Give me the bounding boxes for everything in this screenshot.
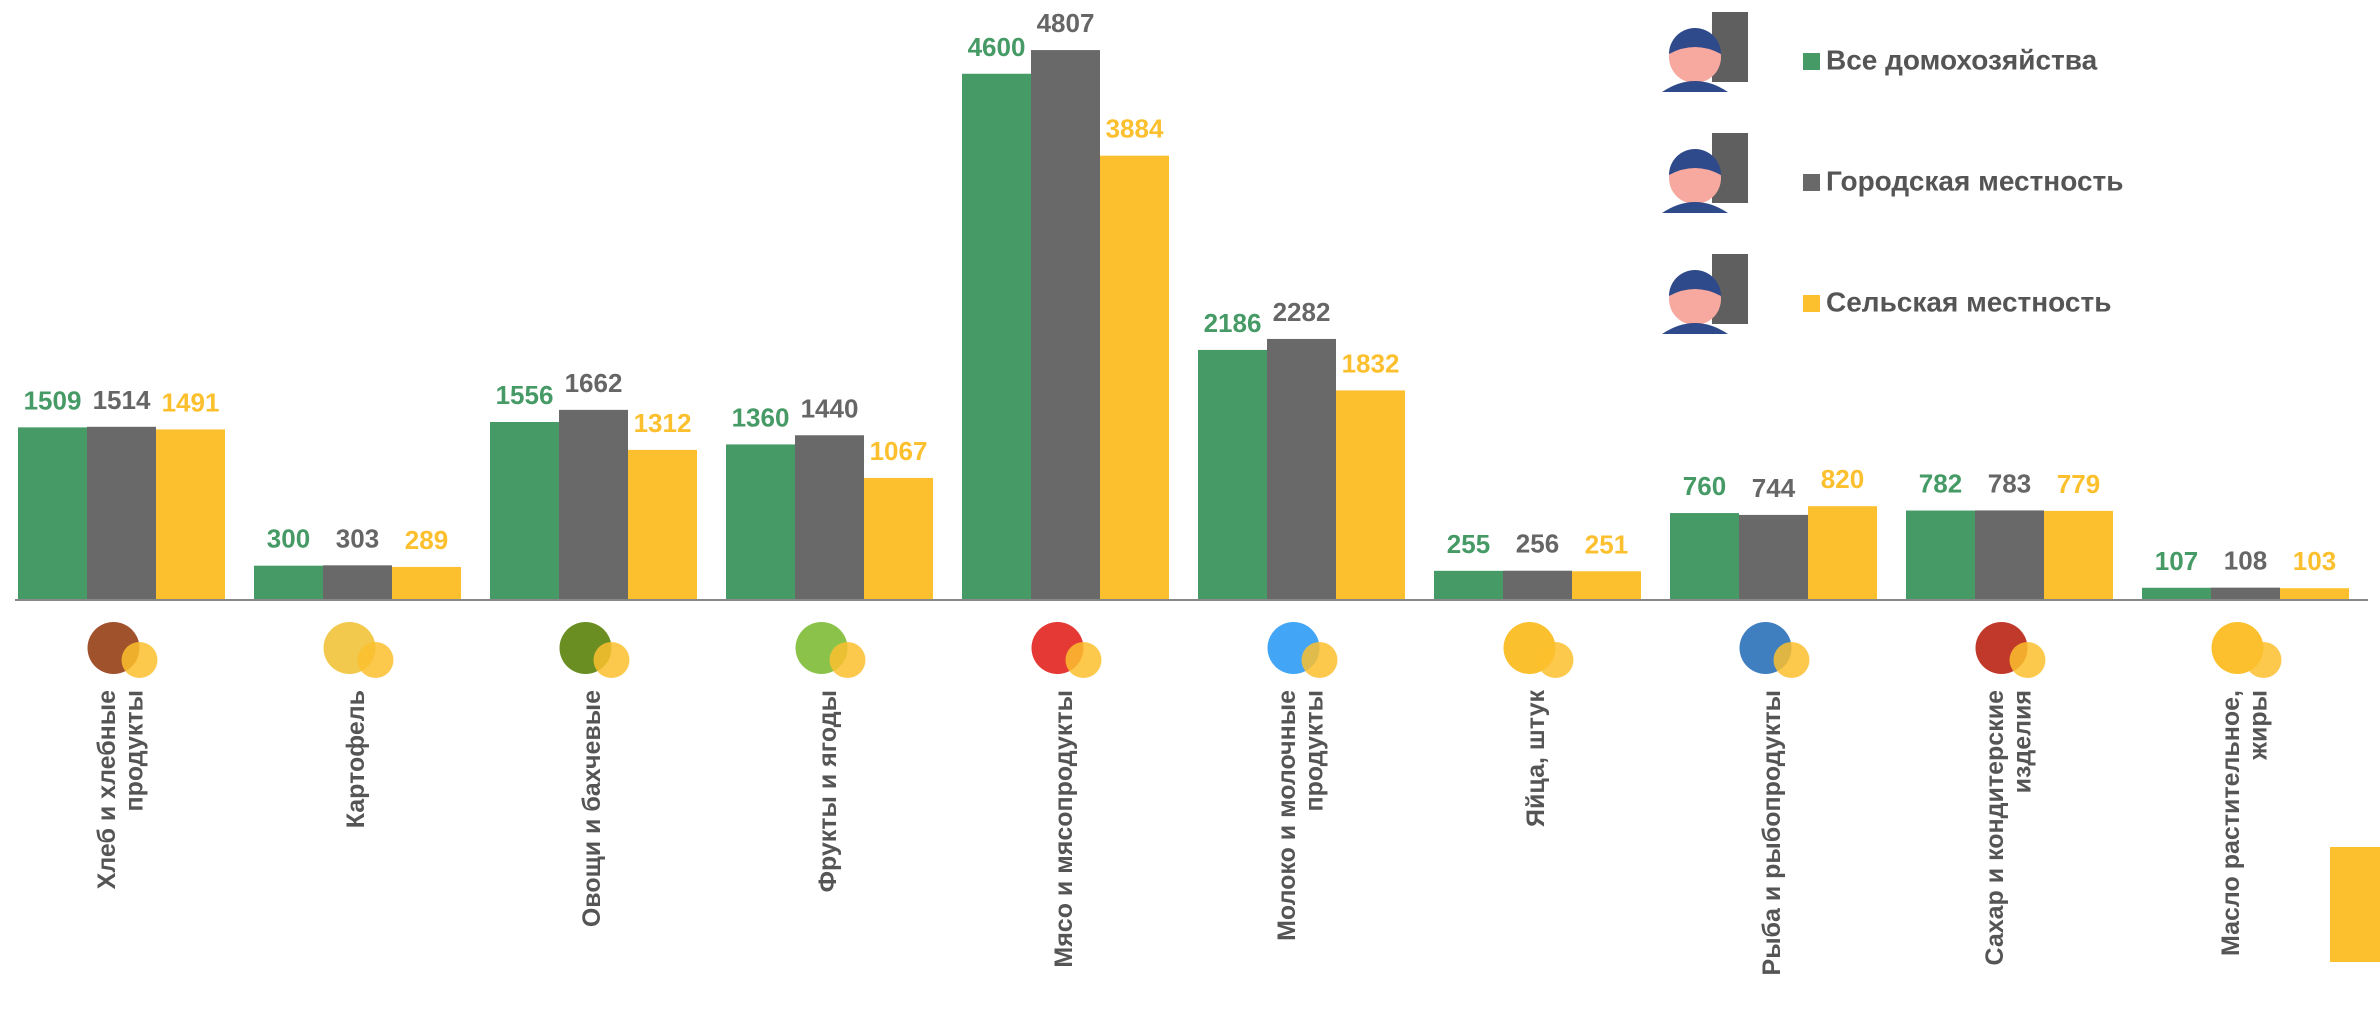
legend-icon	[1662, 254, 1748, 334]
category-icon	[1773, 642, 1810, 678]
legend-icon-body	[1662, 81, 1728, 92]
value-label: 2186	[1204, 308, 1262, 338]
bar	[2142, 587, 2211, 600]
bar	[2211, 587, 2280, 600]
category-label: Молоко и молочныепродукты	[1272, 690, 1328, 941]
bar	[628, 449, 697, 600]
bar	[1100, 155, 1169, 600]
category-label: Овощи и бахчевые	[578, 690, 606, 927]
value-label: 3884	[1106, 114, 1164, 144]
legend-icon	[1662, 12, 1748, 92]
bar	[1336, 390, 1405, 600]
value-label: 4600	[968, 32, 1026, 62]
category-icon	[121, 642, 158, 678]
value-label: 251	[1585, 529, 1628, 559]
bar	[1808, 506, 1877, 600]
category-icon	[1537, 642, 1574, 678]
bar	[392, 566, 461, 600]
category-label: Фрукты и ягоды	[814, 690, 842, 892]
category-icon	[1301, 642, 1338, 678]
bar	[1198, 349, 1267, 600]
value-label: 107	[2155, 546, 2198, 576]
value-label: 1440	[801, 393, 859, 423]
value-label: 1509	[24, 385, 82, 415]
value-label: 744	[1752, 473, 1796, 503]
category-label: Картофель	[342, 690, 370, 828]
value-label: 1491	[162, 387, 220, 417]
value-label: 2282	[1273, 297, 1331, 327]
value-label: 760	[1683, 471, 1726, 501]
bar	[156, 429, 225, 600]
value-label: 1360	[732, 402, 790, 432]
bar	[2044, 510, 2113, 600]
bar	[1670, 513, 1739, 600]
value-label: 108	[2224, 546, 2267, 576]
legend-label: Сельская местность	[1826, 286, 2111, 317]
bar	[1434, 570, 1503, 600]
legend-icon	[1662, 133, 1748, 213]
value-label: 783	[1988, 468, 2031, 498]
category-label: Сахар и кондитерскиеизделия	[1980, 690, 2036, 966]
value-label: 779	[2057, 469, 2100, 499]
value-label: 103	[2293, 546, 2336, 576]
value-label: 1556	[496, 380, 554, 410]
category-icon	[357, 642, 394, 678]
bar	[490, 421, 559, 600]
bar	[254, 565, 323, 600]
bar	[864, 477, 933, 600]
value-label: 289	[405, 525, 448, 555]
legend-swatch	[1803, 295, 1820, 312]
legend-swatch	[1803, 53, 1820, 70]
legend-icon-hair	[1669, 28, 1721, 54]
bar	[962, 73, 1031, 600]
value-label: 1514	[93, 385, 151, 415]
legend-icon-hair	[1669, 149, 1721, 175]
bar	[1975, 510, 2044, 600]
legend-icon-hair	[1669, 270, 1721, 296]
bar	[726, 444, 795, 600]
bar	[1739, 514, 1808, 600]
bar	[18, 427, 87, 600]
value-label: 782	[1919, 469, 1962, 499]
bar	[1031, 50, 1100, 600]
category-label: Хлеб и хлебныепродукты	[92, 690, 148, 889]
decor-block	[2330, 847, 2380, 962]
value-label: 1312	[634, 408, 692, 438]
category-label: Мясо и мясопродукты	[1050, 690, 1078, 968]
value-label: 303	[336, 523, 379, 553]
bar	[795, 435, 864, 600]
legend-icon-body	[1662, 202, 1728, 213]
legend-swatch	[1803, 174, 1820, 191]
legend-icon-body	[1662, 323, 1728, 334]
category-label: Рыба и рыбопродукты	[1758, 690, 1786, 975]
category-label: Масло растительное,жиры	[2216, 690, 2272, 956]
category-icon	[2009, 642, 2046, 678]
bar	[1503, 570, 1572, 600]
value-label: 300	[267, 524, 310, 554]
bar	[87, 426, 156, 600]
category-label: Яйца, штук	[1522, 690, 1550, 827]
value-label: 1067	[870, 436, 928, 466]
category-icon	[2245, 642, 2282, 678]
value-label: 4807	[1037, 8, 1095, 38]
bar	[1267, 338, 1336, 600]
value-label: 1832	[1342, 348, 1400, 378]
legend-label: Все домохозяйства	[1826, 44, 2098, 75]
category-icon	[1065, 642, 1102, 678]
value-label: 1662	[565, 368, 623, 398]
bar	[1906, 510, 1975, 600]
bar	[323, 565, 392, 600]
value-label: 820	[1821, 464, 1864, 494]
category-icon	[593, 642, 630, 678]
bar	[1572, 571, 1641, 600]
legend-label: Городская местность	[1826, 165, 2123, 196]
bar	[2280, 588, 2349, 600]
value-label: 256	[1516, 529, 1559, 559]
value-label: 255	[1447, 529, 1490, 559]
category-icon	[829, 642, 866, 678]
bar	[559, 409, 628, 600]
